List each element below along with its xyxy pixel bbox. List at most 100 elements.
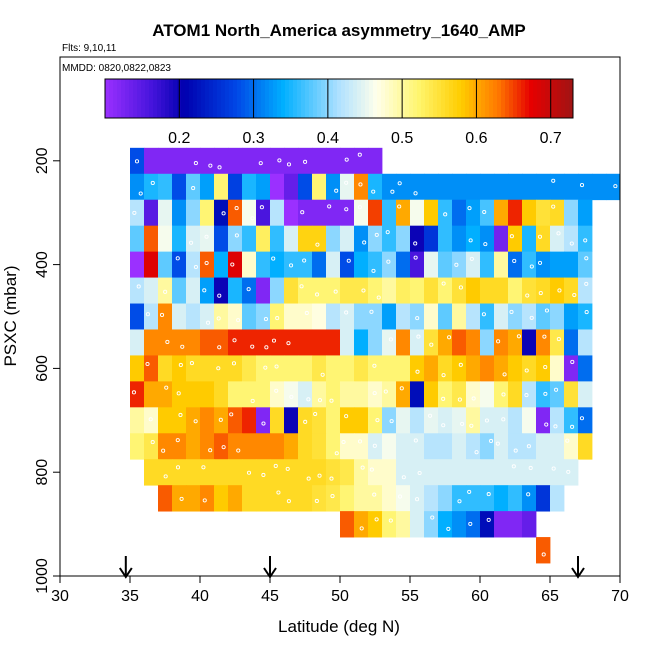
y-tick-label: 800 [34, 459, 51, 486]
track-point [344, 180, 349, 185]
colorbar-segment [433, 79, 438, 118]
heatmap-cell [522, 407, 537, 434]
heatmap-cell [130, 147, 145, 175]
heatmap-cell [312, 407, 327, 434]
track-point [285, 466, 290, 471]
heatmap-cell [130, 407, 145, 434]
track-point [250, 398, 255, 404]
track-point [300, 210, 305, 215]
track-point [271, 256, 276, 261]
heatmap-cell [312, 485, 327, 512]
heatmap-cell [368, 277, 383, 304]
track-point [509, 234, 514, 239]
heatmap-cell [200, 485, 215, 512]
track-point [344, 157, 349, 162]
heatmap-cell [410, 225, 425, 253]
track-point [501, 417, 506, 422]
colorbar-tick-label: 0.6 [465, 130, 487, 147]
heatmap-cell [228, 407, 243, 434]
track-point [163, 474, 168, 479]
colorbar-segment [353, 79, 358, 118]
heatmap-cell [256, 225, 271, 253]
track-point [484, 418, 489, 423]
track-point [271, 338, 277, 343]
heatmap-cell [256, 173, 271, 201]
track-point [344, 310, 349, 315]
track-point [360, 465, 365, 470]
heatmap-cell [200, 433, 215, 460]
colorbar-segment [549, 79, 554, 118]
heatmap-cell [382, 303, 397, 330]
heatmap-cell [284, 173, 299, 201]
track-point [234, 233, 239, 238]
track-point [201, 465, 206, 470]
heatmap-cell [284, 147, 299, 175]
heatmap-cell [312, 199, 327, 227]
heatmap-cell [494, 251, 509, 278]
heatmap-cell [438, 225, 453, 253]
colorbar-segment [165, 79, 170, 118]
track-point [216, 366, 221, 371]
track-point [161, 448, 166, 453]
heatmap-cell [452, 277, 467, 304]
heatmap-cell [312, 251, 327, 278]
heatmap-cell [578, 355, 593, 382]
heatmap-cell [326, 225, 341, 253]
heatmap-cell [368, 433, 383, 460]
colorbar-segment [221, 79, 226, 118]
colorbar-segment [161, 79, 166, 118]
heatmap-cell [354, 381, 369, 408]
colorbar-segment [489, 79, 494, 118]
heatmap-cell [480, 225, 495, 253]
colorbar-segment [157, 79, 162, 118]
heatmap-cell [494, 381, 509, 408]
heatmap-cell [130, 381, 145, 408]
colorbar-segment [281, 79, 286, 118]
heatmap-cell [186, 329, 201, 356]
heatmap-cell [550, 381, 565, 408]
heatmap-cell [340, 485, 355, 512]
heatmap-cell [130, 199, 145, 227]
colorbar-segment [361, 79, 366, 118]
track-point [557, 288, 562, 293]
colorbar-segment [193, 79, 198, 118]
heatmap-cell [256, 251, 271, 278]
track-point [457, 499, 462, 504]
heatmap-cell [466, 433, 481, 460]
track-point [538, 291, 543, 296]
colorbar-segment [377, 79, 382, 118]
heatmap-cell [214, 277, 229, 304]
heatmap-cell [172, 355, 187, 382]
colorbar-segment [301, 79, 306, 118]
heatmap-cell [536, 225, 551, 253]
heatmap-cell [172, 459, 187, 486]
heatmap-cell [340, 407, 355, 434]
heatmap-cell [438, 251, 453, 278]
heatmap-cell [466, 303, 481, 330]
colorbar-segment [249, 79, 254, 118]
heatmap-cell [172, 433, 187, 460]
track-point [458, 362, 463, 367]
track-point [502, 372, 507, 377]
track-point [501, 392, 506, 397]
track-point [542, 334, 547, 339]
heatmap-cell [410, 407, 425, 434]
colorbar-segment [341, 79, 346, 118]
heatmap-cell [410, 381, 425, 408]
track-point [145, 361, 150, 367]
colorbar [104, 78, 574, 119]
heatmap-cell [508, 329, 523, 356]
heatmap-cell [172, 485, 187, 512]
heatmap-cell [214, 173, 229, 201]
heatmap-cell [172, 407, 187, 434]
colorbar-segment [309, 79, 314, 118]
heatmap-cell [452, 199, 467, 227]
track-point [553, 424, 558, 429]
colorbar-segment [381, 79, 386, 118]
heatmap-cell [284, 251, 299, 278]
track-point [369, 467, 374, 472]
colorbar-segment [485, 79, 490, 118]
heatmap-cell [410, 173, 425, 201]
heatmap-cell [564, 355, 579, 382]
